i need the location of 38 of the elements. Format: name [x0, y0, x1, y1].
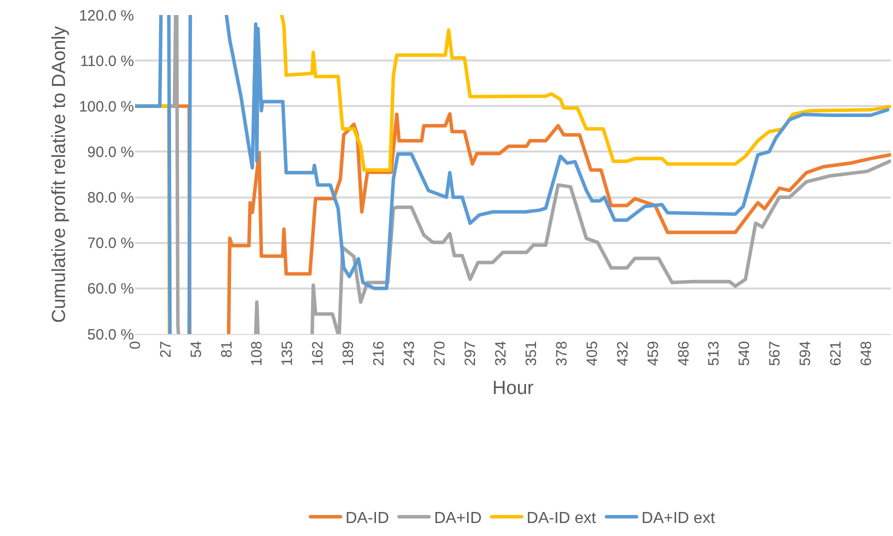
x-axis-title: Hour [492, 378, 534, 399]
x-tick-label: 405 [584, 341, 601, 366]
y-tick-label: 100.0 % [78, 98, 134, 116]
legend-label: DA+ID ext [642, 510, 716, 528]
y-axis-title: Cumulative profit relative to DAonly [48, 26, 70, 323]
y-tick-label: 90.0 % [87, 144, 134, 161]
x-tick-label: 432 [614, 341, 632, 366]
x-tick-label: 270 [432, 341, 449, 366]
x-tick-label: 108 [248, 341, 266, 366]
legend-label: DA-ID [346, 510, 390, 528]
x-tick-label: 0 [126, 341, 144, 350]
legend-label: DA-ID ext [526, 510, 597, 528]
y-tick-label: 70.0 % [87, 235, 134, 252]
x-tick-label: 324 [492, 341, 510, 366]
x-tick-label: 459 [644, 341, 662, 366]
x-tick-label: 162 [310, 341, 327, 366]
x-tick-label: 54 [188, 341, 205, 358]
y-tick-label: 110.0 % [80, 52, 134, 70]
legend-label: DA+ID [434, 510, 482, 528]
x-tick-label: 351 [522, 341, 540, 366]
x-tick-label: 135 [279, 341, 296, 366]
x-tick-label: 27 [157, 341, 174, 358]
x-tick-label: 216 [370, 341, 388, 366]
x-tick-label: 567 [766, 341, 784, 366]
x-tick-label: 378 [553, 341, 570, 366]
x-tick-label: 189 [340, 341, 358, 366]
y-tick-label: 120.0 % [78, 7, 134, 24]
x-tick-label: 486 [675, 341, 692, 366]
x-tick-label: 513 [706, 341, 723, 366]
x-tick-label: 81 [218, 341, 236, 358]
y-tick-label: 80.0 % [87, 190, 134, 207]
x-tick-label: 648 [858, 341, 876, 366]
x-tick-label: 621 [828, 341, 845, 366]
x-tick-label: 243 [401, 341, 418, 366]
y-tick-label: 60.0 % [87, 280, 134, 298]
x-tick-label: 594 [797, 341, 814, 366]
x-tick-label: 540 [736, 341, 754, 366]
x-tick-label: 297 [462, 341, 479, 366]
